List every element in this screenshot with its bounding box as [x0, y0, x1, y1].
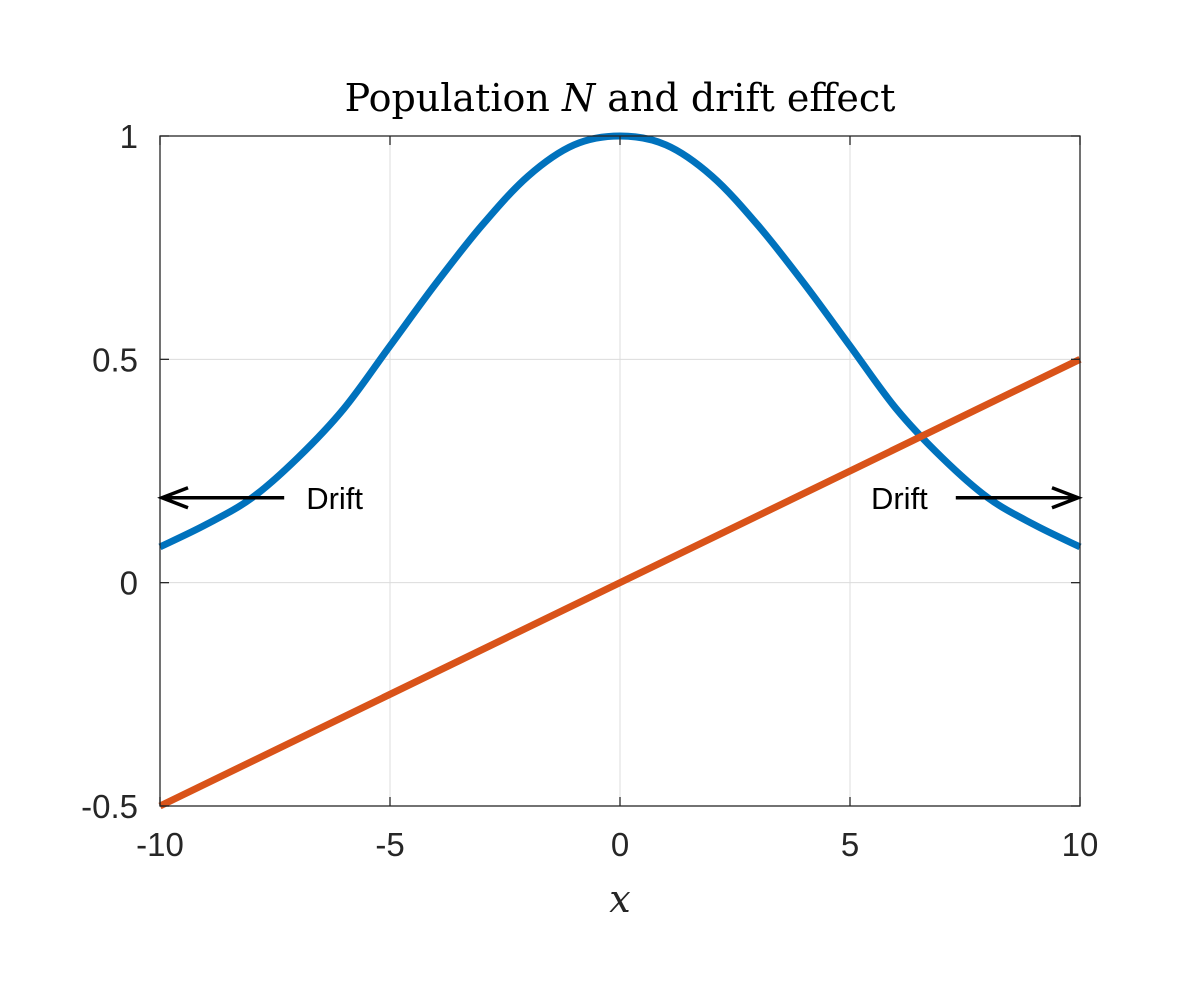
title-prefix: Population	[345, 76, 562, 120]
drift-label: Drift	[306, 481, 363, 516]
x-tick-label: 0	[611, 826, 629, 863]
title-suffix: and drift effect	[595, 76, 895, 120]
y-tick-label: 0	[120, 565, 138, 602]
drift-arrow-head	[1051, 486, 1083, 510]
y-tick-label: -0.5	[81, 788, 138, 825]
grid-lines	[159, 135, 1081, 807]
series-line-2	[158, 356, 1082, 810]
chart-title: Population N and drift effect	[345, 76, 896, 120]
title-symbol: N	[561, 76, 597, 120]
annotations: Drift Drift	[157, 481, 1083, 516]
drift-arrow-head	[157, 486, 189, 510]
x-axis-label: x	[609, 877, 630, 921]
drift-label: Drift	[871, 481, 928, 516]
x-tick-label: 5	[841, 826, 859, 863]
x-tick-label: -5	[375, 826, 404, 863]
x-tick-label: -10	[136, 826, 184, 863]
y-tick-label: 1	[120, 118, 138, 155]
x-tick-label: 10	[1062, 826, 1099, 863]
axis-ticks: -10 -5 0 5 10 -0.5 0 0.5 1	[81, 118, 1098, 863]
y-tick-label: 0.5	[92, 341, 138, 378]
